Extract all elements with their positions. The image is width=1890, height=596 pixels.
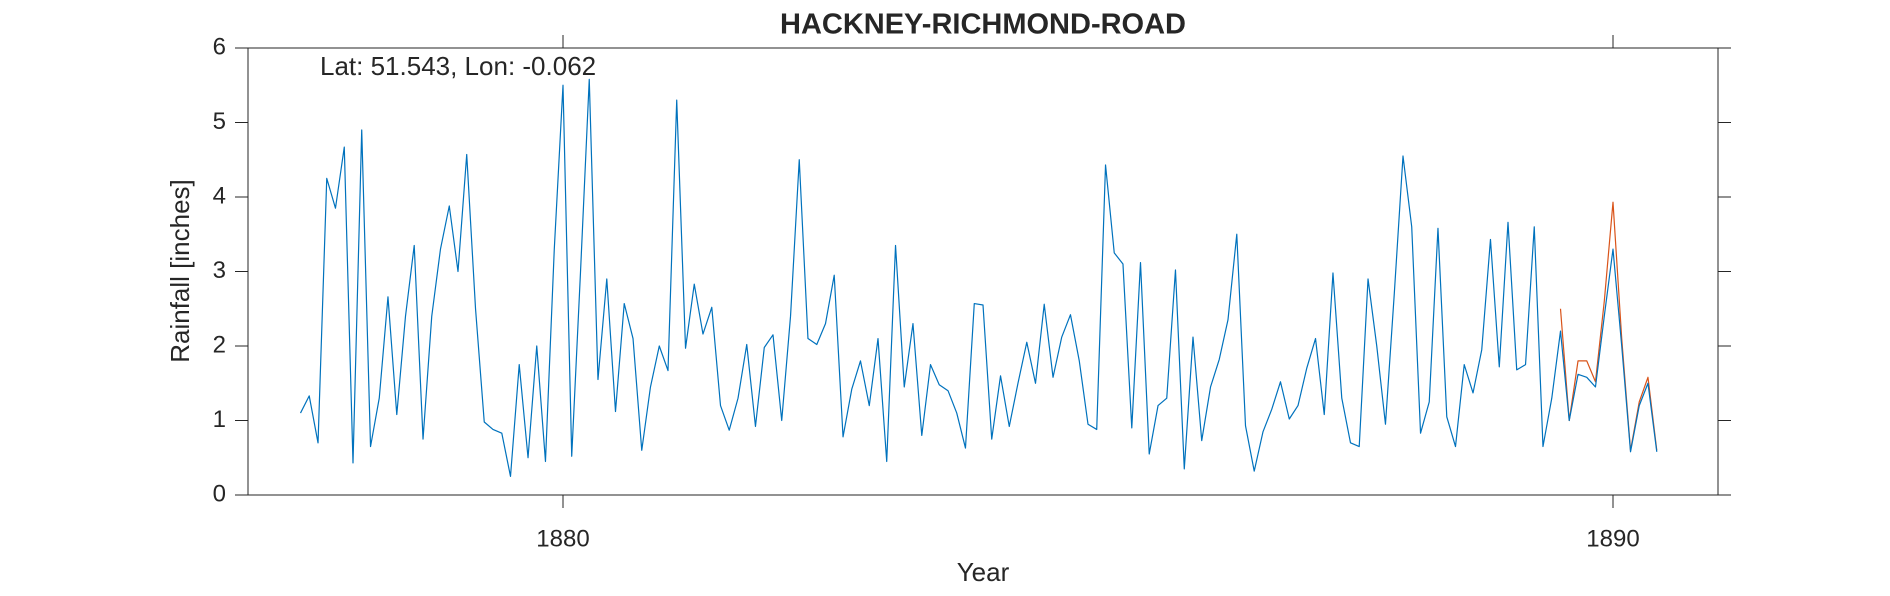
- annotation: Lat: 51.543, Lon: -0.062: [320, 51, 596, 81]
- series-line: [299, 78, 1658, 477]
- y-axis-label: Rainfall [inches]: [165, 179, 195, 363]
- x-tick-label: 1880: [536, 525, 589, 552]
- y-tick-label: 2: [213, 331, 226, 358]
- axes-box: [247, 47, 1719, 496]
- chart-title: HACKNEY-RICHMOND-ROAD: [780, 9, 1186, 41]
- y-tick-label: 1: [213, 406, 226, 433]
- series-line: [1559, 201, 1658, 451]
- y-tick-label: 4: [213, 182, 226, 209]
- y-tick-label: 5: [213, 108, 226, 135]
- y-tick-label: 6: [213, 33, 226, 60]
- y-tick-label: 0: [213, 480, 226, 507]
- x-axis-label: Year: [957, 557, 1010, 587]
- y-tick-label: 3: [213, 257, 226, 284]
- x-tick-label: 1890: [1586, 525, 1639, 552]
